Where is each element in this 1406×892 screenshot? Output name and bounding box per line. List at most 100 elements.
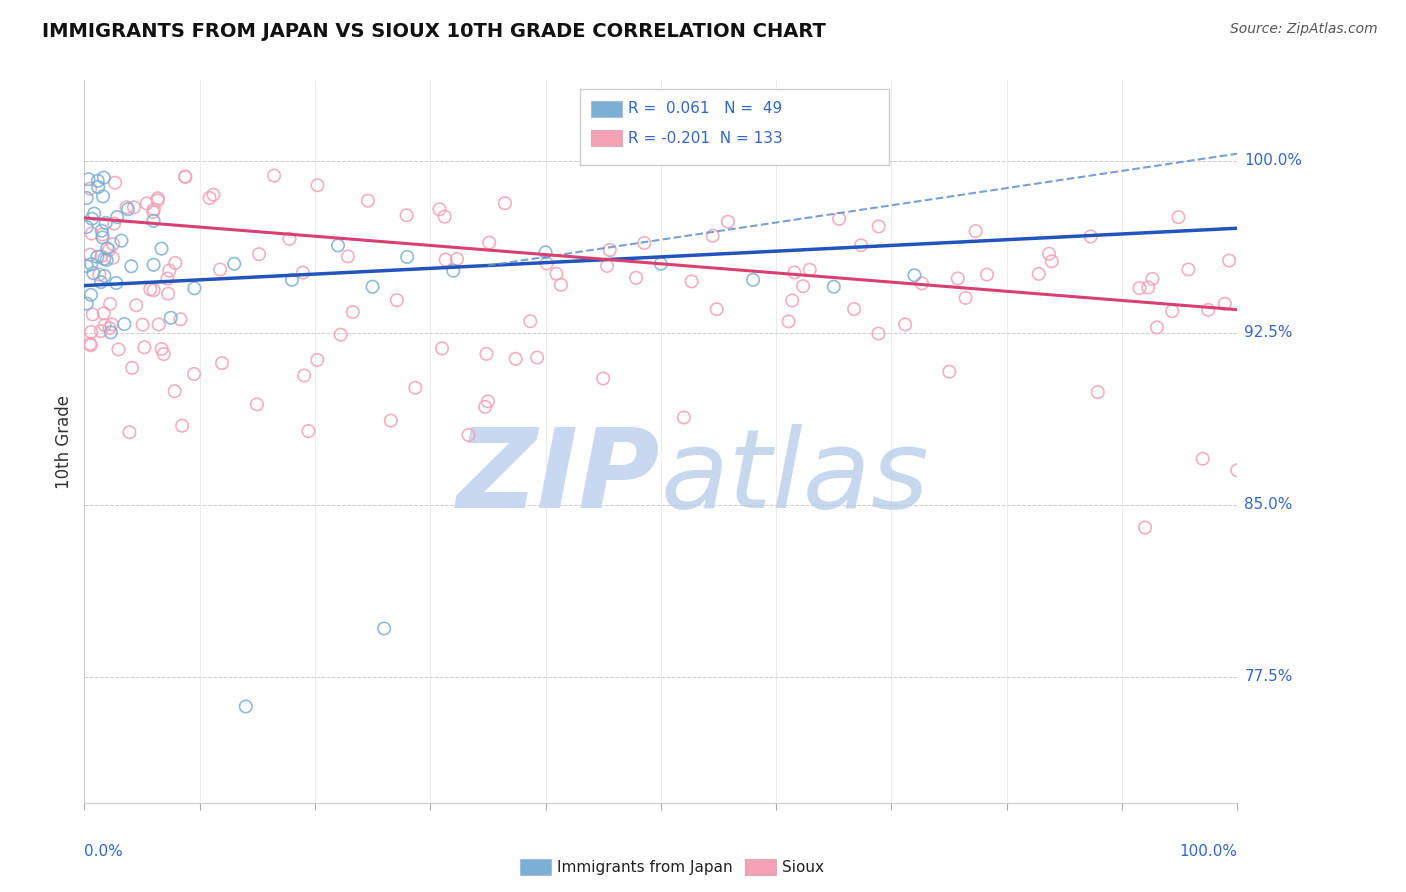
Point: [1177, 262, 1199, 277]
Point: [702, 228, 724, 243]
Point: [1038, 246, 1060, 260]
Point: [211, 356, 233, 370]
Point: [87, 174, 110, 188]
Point: [550, 277, 572, 292]
Point: [107, 343, 129, 357]
Point: [624, 270, 647, 285]
Text: Sioux: Sioux: [782, 860, 824, 874]
Point: [433, 210, 456, 224]
Point: [430, 342, 453, 356]
Point: [90, 224, 112, 238]
Point: [783, 265, 806, 279]
Point: [101, 251, 124, 265]
Point: [112, 317, 135, 331]
Text: 0.0%: 0.0%: [84, 845, 124, 859]
Text: 85.0%: 85.0%: [1244, 497, 1292, 512]
Point: [1146, 320, 1168, 334]
Point: [172, 418, 194, 433]
Point: [77, 172, 100, 186]
Point: [474, 400, 496, 414]
Point: [404, 381, 426, 395]
Point: [1028, 267, 1050, 281]
Point: [336, 249, 359, 263]
Point: [903, 268, 925, 283]
Point: [1218, 253, 1240, 268]
Point: [976, 268, 998, 282]
Point: [955, 291, 977, 305]
Point: [122, 200, 145, 214]
Point: [76, 296, 98, 310]
Point: [911, 277, 934, 291]
Point: [93, 252, 115, 266]
Point: [183, 281, 205, 295]
Point: [142, 202, 165, 217]
Point: [278, 232, 301, 246]
Point: [156, 271, 179, 285]
Point: [329, 327, 352, 342]
Point: [101, 237, 124, 252]
Point: [1087, 385, 1109, 400]
Point: [82, 307, 104, 321]
Point: [91, 230, 114, 244]
Point: [706, 302, 728, 317]
Y-axis label: 10th Grade: 10th Grade: [55, 394, 73, 489]
Point: [526, 351, 548, 365]
Point: [246, 397, 269, 411]
Point: [80, 211, 103, 226]
Point: [780, 293, 803, 308]
Point: [799, 262, 821, 277]
Point: [823, 279, 845, 293]
Point: [90, 324, 112, 338]
Point: [98, 321, 121, 335]
Point: [142, 283, 165, 297]
Point: [150, 342, 173, 356]
Point: [342, 305, 364, 319]
Point: [297, 424, 319, 438]
Point: [174, 169, 197, 184]
Point: [104, 176, 127, 190]
Point: [76, 220, 98, 235]
Point: [596, 259, 619, 273]
Point: [1167, 210, 1189, 224]
Point: [291, 266, 314, 280]
Point: [681, 274, 703, 288]
Point: [1080, 229, 1102, 244]
Point: [79, 182, 101, 196]
Point: [148, 318, 170, 332]
Point: [361, 279, 384, 293]
Point: [778, 314, 800, 328]
Point: [292, 368, 315, 383]
Text: 92.5%: 92.5%: [1244, 325, 1292, 340]
Point: [1128, 281, 1150, 295]
Point: [589, 148, 612, 162]
Point: [93, 318, 115, 333]
Point: [1137, 280, 1160, 294]
Text: 100.0%: 100.0%: [1244, 153, 1302, 168]
Point: [373, 622, 395, 636]
Point: [441, 263, 464, 277]
Point: [157, 286, 180, 301]
Point: [103, 217, 125, 231]
Point: [534, 245, 557, 260]
Point: [83, 206, 105, 220]
Point: [633, 235, 655, 250]
Point: [93, 268, 115, 283]
Point: [80, 227, 103, 241]
Point: [1133, 520, 1156, 534]
Point: [94, 216, 117, 230]
Point: [477, 394, 499, 409]
Point: [536, 256, 558, 270]
Text: Source: ZipAtlas.com: Source: ZipAtlas.com: [1230, 22, 1378, 37]
Point: [546, 267, 568, 281]
Point: [142, 258, 165, 272]
Point: [742, 273, 765, 287]
Point: [842, 301, 865, 316]
Point: [395, 208, 418, 222]
Point: [946, 271, 969, 285]
Point: [90, 275, 112, 289]
Point: [96, 241, 118, 255]
Point: [146, 191, 169, 205]
Point: [235, 699, 257, 714]
Point: [1226, 463, 1249, 477]
Point: [76, 259, 98, 273]
